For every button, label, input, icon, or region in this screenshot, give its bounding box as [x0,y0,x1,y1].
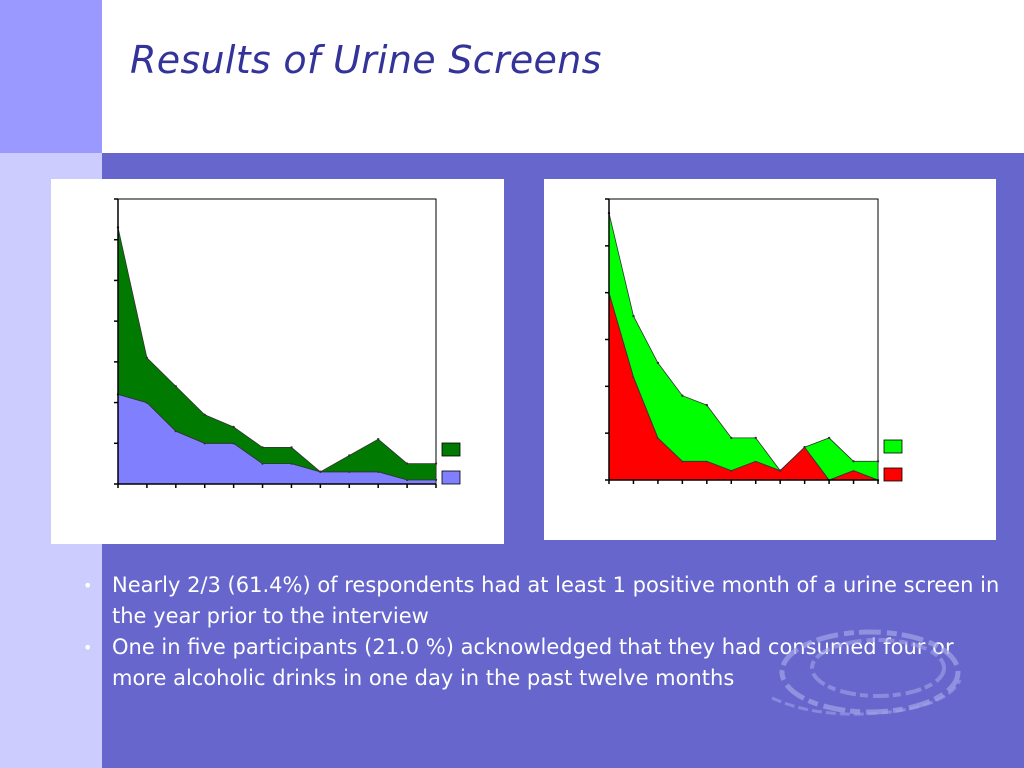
data-point-female [405,462,409,465]
race-area-chart [605,198,903,484]
data-point-white [852,460,855,463]
data-point-female [174,385,177,388]
data-point-female [377,438,380,441]
slide-title: Results of Urine Screens [130,38,602,82]
data-point-white [754,436,757,440]
decorative-swirl-logo [771,629,962,716]
data-point-female [434,462,438,465]
left-accent-strip-top [0,0,102,153]
legend-swatch-white [883,439,903,454]
data-point-white [779,469,782,472]
data-point-female [319,470,322,473]
data-point-female [290,446,293,449]
data-point-female [348,454,351,457]
legend-swatch-male [441,470,461,485]
data-point-female [203,413,206,416]
bullet-list: Nearly 2/3 (61.4%) of respondents had at… [80,570,1000,694]
data-point-white [632,314,635,318]
legend-swatch-african-american [883,467,903,482]
data-point-female [261,446,264,449]
data-point-female [232,425,235,429]
data-point-white [656,361,660,365]
data-point-white [827,436,831,440]
bullet-item: Nearly 2/3 (61.4%) of respondents had at… [80,570,1000,632]
legend-swatch-female [441,442,461,457]
data-point-female [145,356,149,359]
data-point-white [681,394,684,397]
bullet-item: One in five participants (21.0 %) acknow… [80,632,1000,694]
data-point-white [730,436,733,440]
header-band [0,0,1024,153]
data-point-white [705,403,708,407]
race-chart-panel [544,179,996,540]
data-point-white [803,446,806,449]
gender-chart-panel [51,179,504,544]
data-point-white [876,460,880,463]
gender-area-chart [114,198,461,488]
